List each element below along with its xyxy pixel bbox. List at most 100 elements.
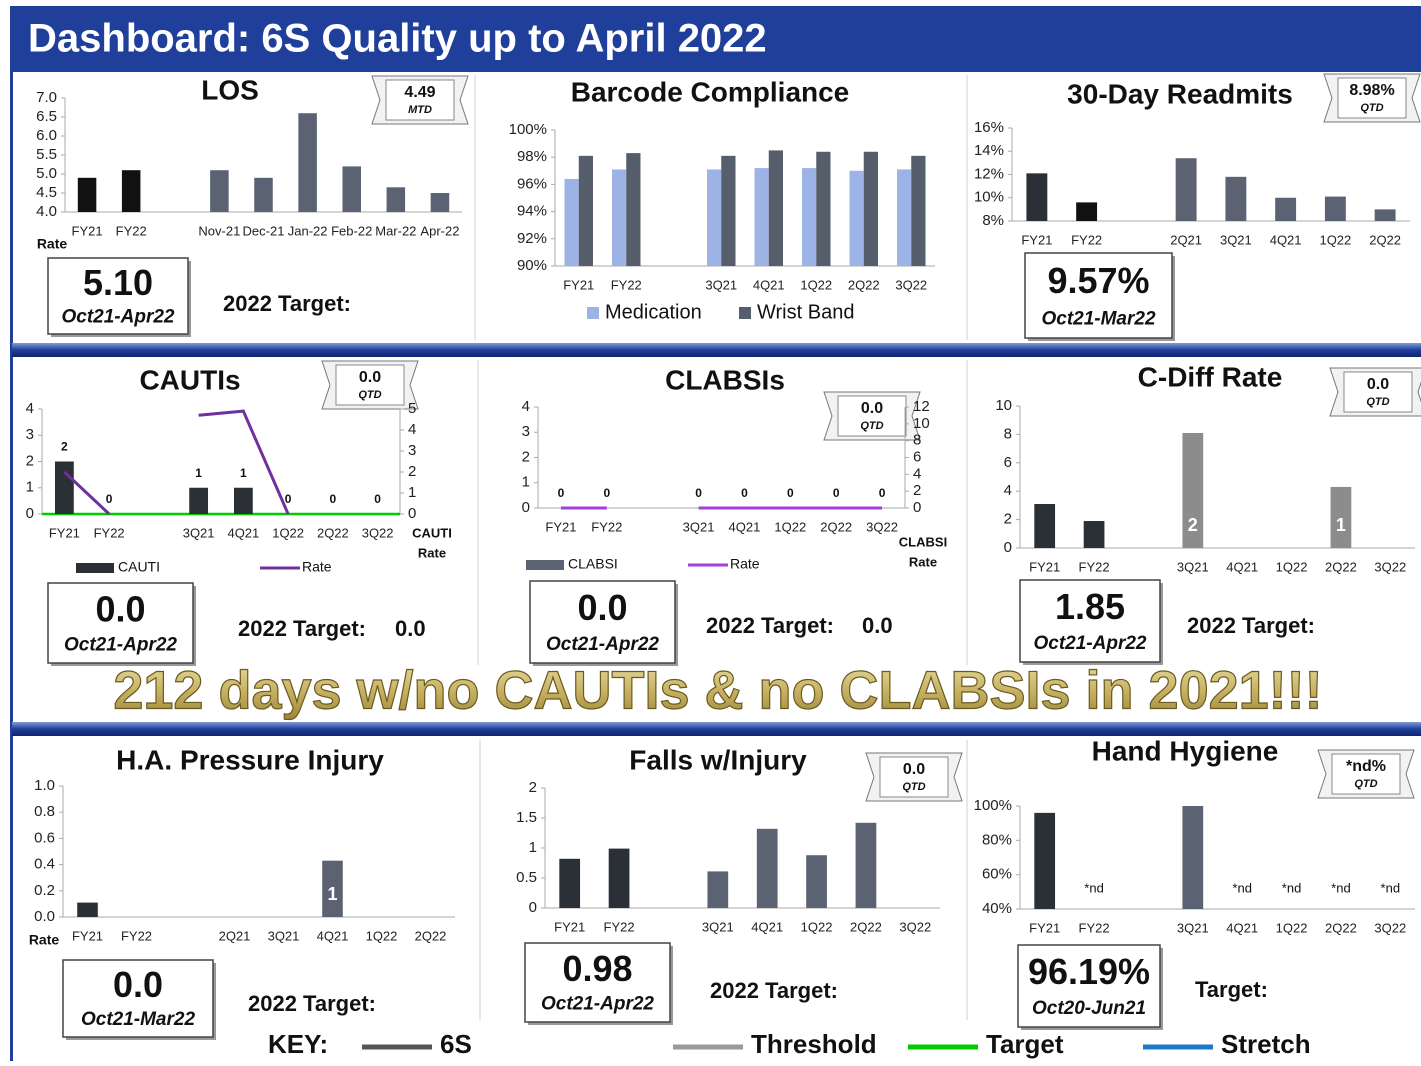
bar	[612, 169, 627, 266]
badge-box	[1331, 753, 1401, 795]
bar	[77, 902, 98, 917]
x-tick-label: 1Q22	[272, 525, 304, 540]
badge-box	[385, 79, 455, 121]
x-tick-label: 4Q21	[729, 519, 761, 534]
y-tick-label: 100%	[974, 797, 1012, 814]
y2-tick-label: 6	[913, 448, 921, 465]
data-label: 0	[374, 492, 381, 506]
badge-label: QTD	[1366, 396, 1389, 408]
y-tick-label: 80%	[982, 831, 1012, 848]
bar	[911, 155, 926, 266]
x-tick-label: 4Q21	[751, 919, 783, 934]
summary-value: 9.57%	[1047, 260, 1149, 301]
x-tick-label: FY22	[121, 928, 152, 943]
bar	[754, 168, 769, 266]
bar	[1182, 432, 1204, 548]
bar	[1175, 158, 1197, 221]
bar	[626, 153, 641, 266]
bar	[1374, 209, 1396, 221]
y-tick-label: 1.5	[516, 809, 537, 826]
panel-title: 30-Day Readmits	[1067, 78, 1293, 109]
y-tick-label: 0	[522, 499, 530, 516]
y-tick-label: 6	[1004, 454, 1012, 471]
bar	[564, 178, 579, 266]
summary-box	[47, 582, 194, 664]
target-label: 2022 Target:	[706, 613, 834, 638]
y2-tick-label: 0	[408, 505, 416, 522]
x-tick-label: 4Q21	[1226, 559, 1258, 574]
summary-box	[1017, 944, 1161, 1028]
left-border	[10, 6, 13, 1061]
summary-box	[62, 959, 214, 1038]
x-tick-label: FY22	[94, 525, 125, 540]
summary-value: 96.19%	[1028, 951, 1150, 992]
x-tick-label: Jan-22	[288, 223, 328, 238]
bar	[578, 155, 593, 266]
bar	[1076, 202, 1098, 221]
y-tick-label: 4	[522, 398, 530, 415]
bar	[608, 848, 630, 908]
y-tick-label: 8%	[982, 212, 1004, 229]
bar	[855, 822, 877, 908]
target-label: 2022 Target:	[1187, 613, 1315, 638]
key-item: Stretch	[1221, 1029, 1311, 1059]
x-tick-label: 2Q22	[850, 919, 882, 934]
y2-tick-label: 10	[913, 415, 930, 432]
y-tick-label: 94%	[517, 203, 547, 220]
x-tick-label: Dec-21	[243, 223, 285, 238]
target-label: 2022 Target:	[710, 978, 838, 1003]
note-label: *nd	[1084, 880, 1104, 895]
y-tick-label: 0.0	[34, 908, 55, 925]
y-tick-label: 0	[26, 505, 34, 522]
x-tick-label: 1Q22	[774, 519, 806, 534]
panel-title: Falls w/Injury	[629, 744, 807, 775]
y-tick-label: 0.4	[34, 856, 55, 873]
x-tick-label: 2Q22	[317, 525, 349, 540]
x-tick-label: 3Q22	[362, 525, 394, 540]
bar	[802, 168, 817, 266]
y-tick-label: 100%	[509, 121, 547, 138]
data-label: 0	[787, 486, 794, 500]
y2-tick-label: 1	[408, 484, 416, 501]
x-tick-label: FY21	[49, 525, 80, 540]
badge-value: 4.49	[404, 84, 435, 101]
y2-tick-label: 4	[408, 421, 416, 438]
badge-box	[879, 756, 949, 798]
legend-label: Wrist Band	[757, 301, 854, 323]
y2-title: CLABSI	[899, 534, 947, 549]
y-tick-label: 4	[26, 400, 34, 417]
x-tick-label: 3Q22	[1374, 920, 1406, 935]
bar	[254, 177, 273, 212]
x-tick-label: FY21	[563, 277, 594, 292]
x-tick-label: FY22	[116, 223, 147, 238]
bar	[430, 193, 450, 212]
summary-period: Oct21-Mar22	[81, 1009, 195, 1030]
data-label: 0	[879, 486, 886, 500]
y-tick-label: 6.5	[36, 108, 57, 125]
bar	[298, 113, 317, 212]
x-tick-label: 3Q21	[702, 919, 734, 934]
data-label: 0	[833, 486, 840, 500]
bar	[707, 169, 722, 266]
badge-value: 0.0	[903, 761, 925, 778]
x-tick-label: 4Q21	[1270, 232, 1302, 247]
summary-period: Oct21-Mar22	[1041, 308, 1155, 329]
y2-tick-label: 8	[913, 432, 921, 449]
x-tick-label: FY21	[1029, 559, 1060, 574]
bar	[559, 858, 581, 908]
badge-label: QTD	[1360, 102, 1383, 114]
x-tick-label: 1Q22	[801, 919, 833, 934]
count-label: 2	[1188, 515, 1198, 535]
x-tick-label: 3Q21	[1177, 559, 1209, 574]
summary-period: Oct20-Jun21	[1032, 998, 1146, 1019]
y-tick-label: 6.0	[36, 127, 57, 144]
badge-label: QTD	[1354, 778, 1377, 790]
bar	[1275, 197, 1297, 221]
y-tick-label: 4.5	[36, 184, 57, 201]
x-tick-label: 4Q21	[317, 928, 349, 943]
y-tick-label: 2	[1004, 511, 1012, 528]
bar	[1083, 521, 1105, 548]
y-tick-label: 10	[995, 397, 1012, 414]
x-tick-label: FY22	[611, 277, 642, 292]
